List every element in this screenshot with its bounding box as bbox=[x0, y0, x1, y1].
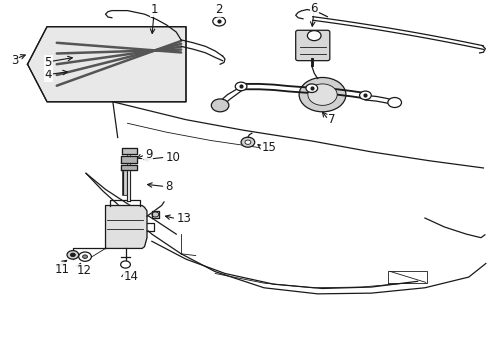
Circle shape bbox=[244, 140, 250, 144]
Text: 7: 7 bbox=[328, 113, 335, 126]
Text: 5: 5 bbox=[44, 56, 52, 69]
Polygon shape bbox=[27, 27, 185, 102]
Circle shape bbox=[212, 17, 225, 26]
Polygon shape bbox=[152, 211, 159, 218]
Circle shape bbox=[235, 82, 246, 91]
Circle shape bbox=[387, 98, 401, 108]
Text: 15: 15 bbox=[261, 141, 276, 154]
Text: 4: 4 bbox=[44, 68, 52, 81]
Text: 8: 8 bbox=[165, 180, 173, 193]
Polygon shape bbox=[121, 165, 137, 171]
Text: 2: 2 bbox=[215, 3, 223, 16]
Circle shape bbox=[79, 252, 91, 261]
Polygon shape bbox=[105, 206, 147, 248]
Circle shape bbox=[299, 77, 345, 112]
Text: 13: 13 bbox=[176, 212, 191, 225]
Text: 1: 1 bbox=[150, 3, 158, 16]
Circle shape bbox=[307, 31, 321, 41]
Circle shape bbox=[70, 253, 75, 257]
Circle shape bbox=[359, 91, 370, 100]
Text: 9: 9 bbox=[145, 148, 152, 161]
Circle shape bbox=[305, 84, 317, 93]
Text: 3: 3 bbox=[11, 54, 19, 67]
FancyBboxPatch shape bbox=[295, 30, 329, 61]
Text: 10: 10 bbox=[165, 151, 180, 164]
Circle shape bbox=[82, 255, 87, 258]
Circle shape bbox=[241, 137, 254, 147]
Polygon shape bbox=[121, 156, 137, 163]
Circle shape bbox=[307, 84, 336, 105]
Text: 12: 12 bbox=[76, 264, 91, 277]
Circle shape bbox=[121, 261, 130, 268]
Text: 11: 11 bbox=[54, 263, 69, 276]
Circle shape bbox=[211, 99, 228, 112]
Text: 14: 14 bbox=[124, 270, 139, 283]
Text: 6: 6 bbox=[310, 2, 317, 15]
Polygon shape bbox=[122, 148, 137, 154]
Circle shape bbox=[67, 251, 79, 259]
